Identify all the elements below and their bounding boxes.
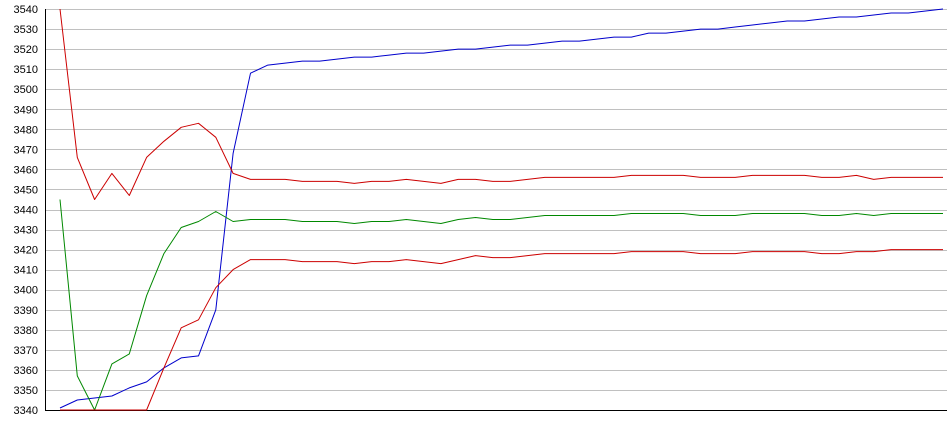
axes [45,9,947,411]
y-tick-label: 3420 [14,245,38,257]
y-tick-label: 3450 [14,184,38,196]
series-line-1 [59,8,944,409]
y-tick-label: 3370 [14,345,38,357]
y-tick-label: 3360 [14,365,38,377]
y-tick-label: 3340 [14,405,38,417]
y-tick-label: 3490 [14,104,38,116]
y-tick-label: 3440 [14,205,38,217]
y-tick-label: 3540 [14,4,38,16]
y-tick-label: 3430 [14,225,38,237]
y-tick-label: 3520 [14,44,38,56]
gridlines [45,9,947,391]
y-tick-label: 3350 [14,385,38,397]
series-line-3 [59,199,943,411]
y-axis-tick-labels: 3340 3350 3360 3370 3380 3390 3400 3410 3420 3430… [14,4,38,417]
y-tick-label: 3470 [14,144,38,156]
y-tick-label: 3380 [14,325,38,337]
series-line-2 [59,8,943,200]
series-line-4 [60,249,943,411]
y-tick-label: 3410 [14,265,38,277]
y-tick-label: 3500 [14,84,38,96]
y-tick-label: 3480 [14,124,38,136]
y-tick-label: 3390 [14,305,38,317]
y-tick-label: 3400 [14,285,38,297]
y-tick-label: 3510 [14,64,38,76]
y-tick-label: 3460 [14,164,38,176]
y-tick-label: 3530 [14,24,38,36]
series-lines [59,8,944,411]
